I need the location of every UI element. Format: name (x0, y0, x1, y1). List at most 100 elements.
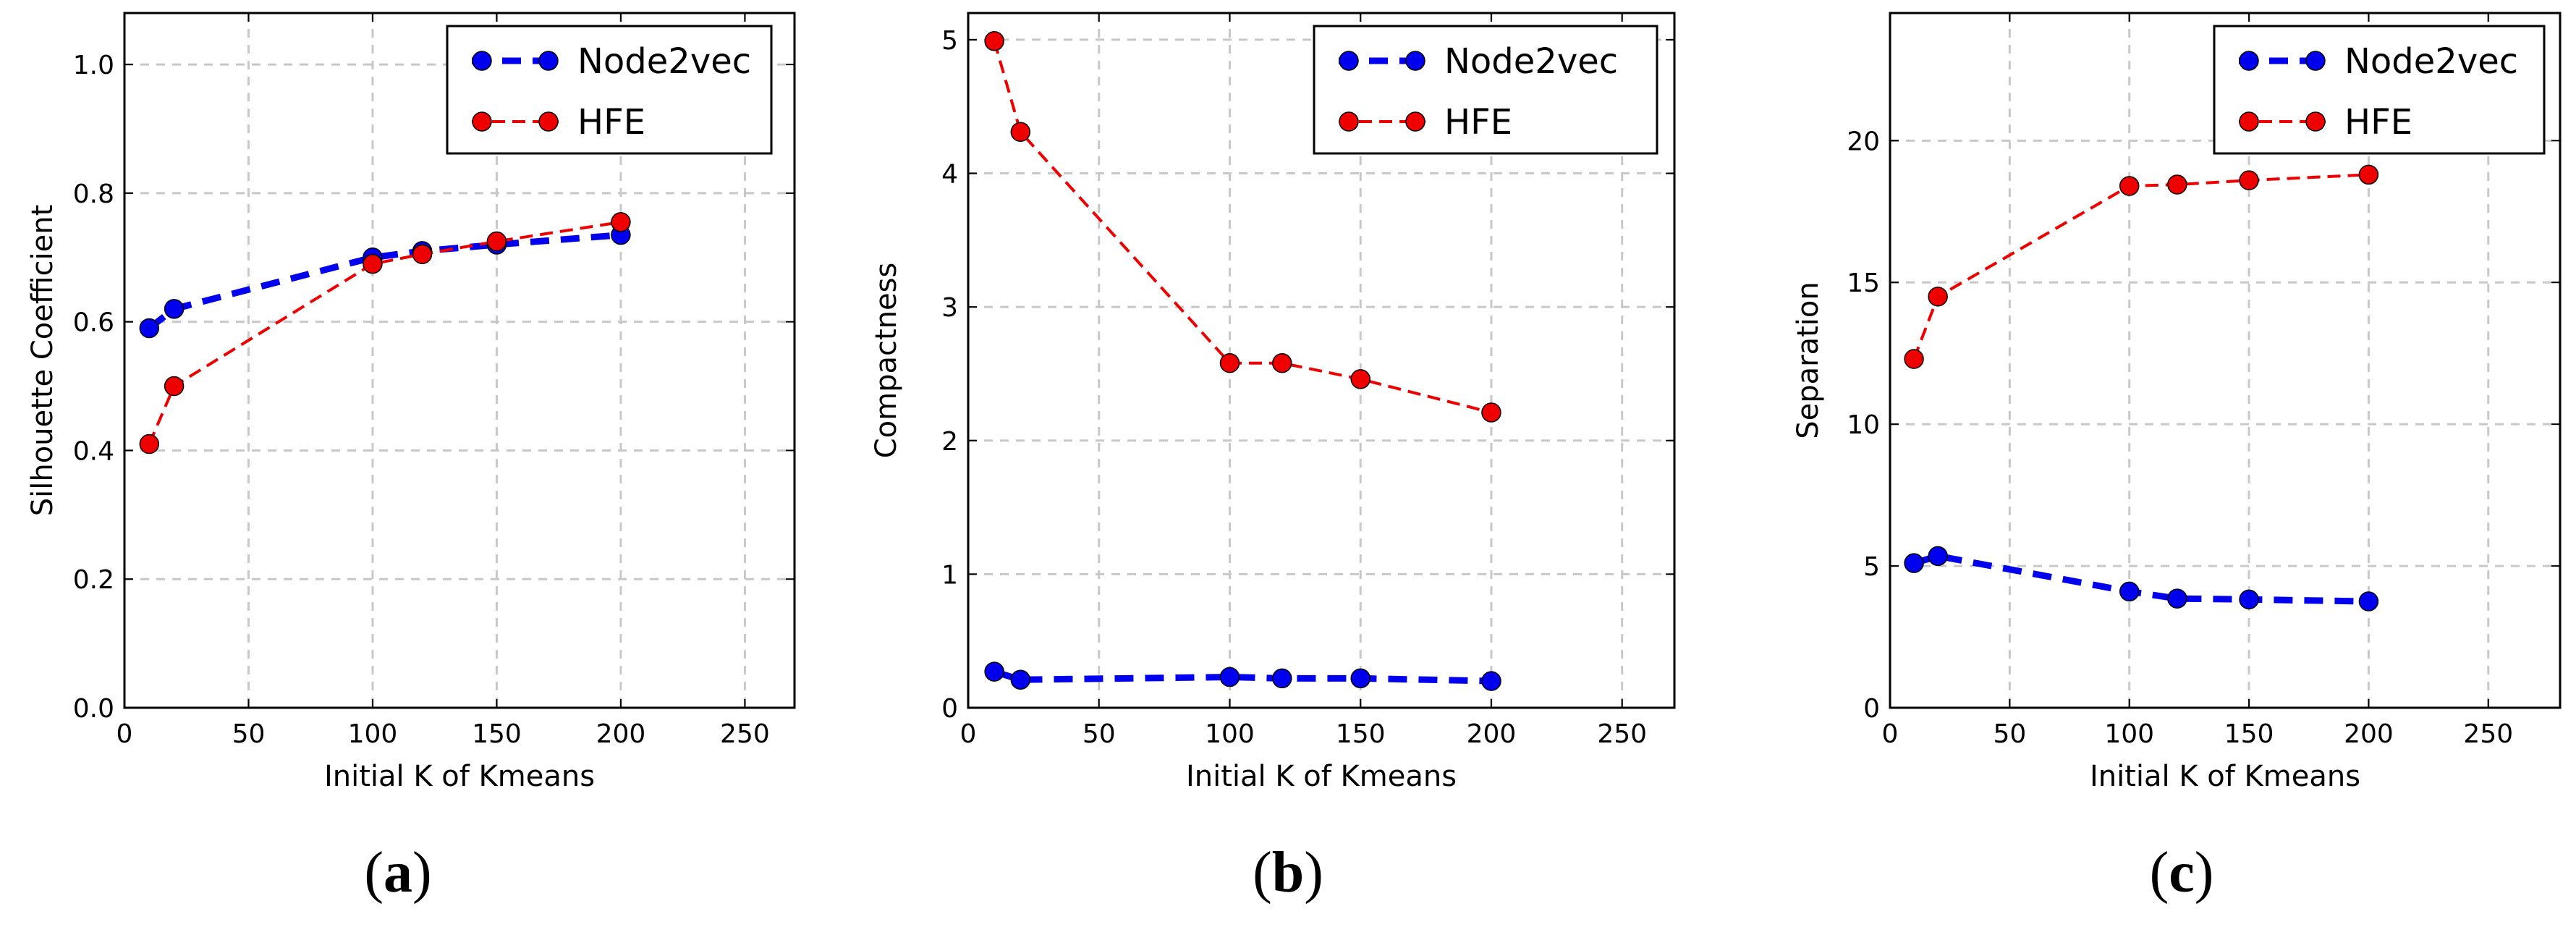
legend: Node2vec HFE (1313, 25, 1658, 155)
y-tick-label: 10 (1847, 410, 1880, 440)
legend-label-hfe: HFE (577, 102, 645, 143)
legend-marker (2239, 51, 2259, 71)
y-tick-label: 4 (941, 160, 958, 190)
plot-frame (123, 12, 796, 709)
x-tick-label: 100 (2104, 719, 2154, 749)
legend-box (1313, 25, 1658, 155)
y-tick-label: 5 (941, 26, 958, 56)
x-tick-label: 150 (2224, 719, 2274, 749)
chart-panel-b: 0 50 100 150 200 250 0 1 2 3 4 5 Initial K of Kmeans… (870, 12, 1676, 793)
x-tick-label: 200 (1467, 719, 1517, 749)
y-tick-label: 2 (941, 427, 958, 457)
legend-label-node2vec: Node2vec (1444, 41, 1618, 82)
y-tick-label: 5 (1863, 552, 1880, 582)
x-tick-label: 50 (1082, 719, 1116, 749)
x-tick-label: 50 (1993, 719, 2026, 749)
x-tick-label: 50 (232, 719, 266, 749)
legend-box (2213, 25, 2546, 155)
x-tick-label: 150 (1336, 719, 1386, 749)
series-line-hfe (1912, 173, 2369, 360)
data-point-hfe (2167, 174, 2187, 195)
y-tick-label: 0 (1863, 694, 1880, 724)
y-tick-label: 0.8 (73, 179, 114, 209)
data-point-hfe (1010, 122, 1031, 143)
data-point-hfe (2358, 164, 2379, 185)
panel-label-b: (b) (1253, 841, 1323, 905)
legend-marker (2305, 51, 2326, 71)
data-point-node2vec (984, 661, 1004, 682)
data-point-hfe (1481, 402, 1501, 423)
x-tick-label: 250 (2463, 719, 2513, 749)
panel-label-a: (a) (364, 841, 431, 905)
data-point-hfe (412, 244, 433, 265)
data-point-hfe (1928, 287, 1948, 307)
data-point-hfe (2239, 170, 2259, 190)
plot-frame (967, 12, 1676, 709)
data-point-node2vec (1904, 553, 1924, 573)
y-tick-label: 0.2 (73, 565, 114, 595)
x-tick-label: 0 (116, 719, 133, 749)
series-line-hfe (993, 41, 1492, 414)
x-tick-label: 200 (596, 719, 646, 749)
legend-label-hfe: HFE (2344, 102, 2412, 143)
legend-marker (1339, 111, 1359, 132)
legend-label-node2vec: Node2vec (577, 41, 751, 82)
x-tick-label: 200 (2344, 719, 2394, 749)
series-line-node2vec (993, 668, 1492, 685)
legend-marker (538, 51, 559, 71)
x-tick-label: 0 (1882, 719, 1899, 749)
data-point-node2vec (2167, 588, 2187, 609)
data-point-node2vec (2358, 591, 2379, 612)
data-point-hfe (1219, 352, 1240, 373)
y-tick-label: 0.6 (73, 308, 114, 338)
legend-label-node2vec: Node2vec (2344, 41, 2518, 82)
y-axis-label: Compactness (870, 263, 903, 459)
plot-frame (1889, 12, 2562, 709)
x-axis-label: Initial K of Kmeans (1186, 760, 1457, 793)
x-axis-label: Initial K of Kmeans (324, 760, 595, 793)
legend: Node2vec HFE (446, 25, 773, 155)
x-tick-label: 100 (348, 719, 398, 749)
data-point-hfe (164, 376, 185, 397)
data-point-node2vec (2239, 589, 2259, 610)
data-point-node2vec (1272, 668, 1292, 689)
y-axis-label: Silhouette Coefficient (26, 205, 59, 517)
series-line-node2vec (147, 232, 622, 331)
legend: Node2vec HFE (2213, 25, 2546, 155)
legend-label-hfe: HFE (1444, 102, 1512, 143)
legend-marker (472, 111, 492, 132)
legend-marker (1339, 51, 1359, 71)
legend-marker (1405, 111, 1425, 132)
legend-marker (538, 111, 559, 132)
series-line-node2vec (1912, 552, 2369, 605)
x-axis-label: Initial K of Kmeans (2090, 760, 2360, 793)
y-axis-label: Separation (1792, 282, 1825, 439)
legend-marker (1405, 51, 1425, 71)
x-tick-label: 250 (1597, 719, 1647, 749)
x-tick-label: 0 (960, 719, 977, 749)
legend-box (446, 25, 773, 155)
data-point-node2vec (1350, 668, 1370, 689)
y-tick-label: 20 (1847, 127, 1880, 156)
x-tick-label: 100 (1205, 719, 1255, 749)
data-point-node2vec (139, 318, 160, 339)
data-point-node2vec (2119, 581, 2140, 602)
legend-marker (2305, 111, 2326, 132)
y-tick-label: 1 (941, 560, 958, 590)
data-point-hfe (984, 31, 1004, 51)
data-point-hfe (363, 253, 383, 274)
data-point-hfe (611, 212, 631, 232)
x-tick-label: 250 (720, 719, 770, 749)
series-line-hfe (148, 220, 622, 445)
data-point-node2vec (1219, 667, 1240, 688)
data-point-node2vec (1010, 669, 1031, 690)
data-point-hfe (1272, 352, 1292, 373)
panel-label-c: (c) (2150, 841, 2214, 905)
data-point-hfe (139, 433, 160, 454)
data-point-node2vec (164, 299, 185, 319)
legend-marker (2239, 111, 2259, 132)
y-tick-label: 0.0 (73, 694, 114, 724)
y-tick-label: 0.4 (73, 436, 114, 466)
y-tick-label: 3 (941, 293, 958, 323)
